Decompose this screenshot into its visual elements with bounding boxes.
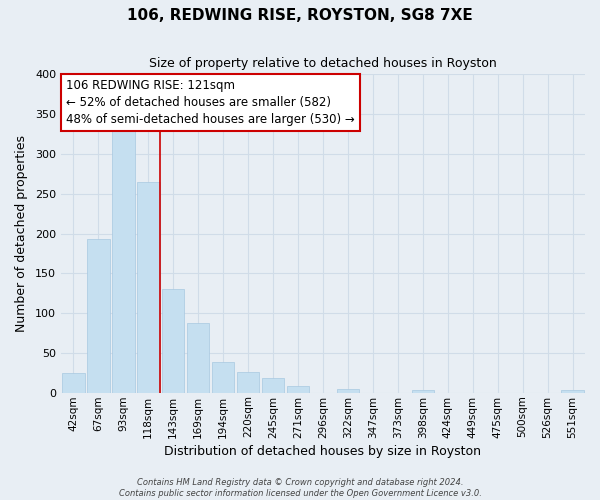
Bar bbox=[112, 130, 134, 392]
Bar bbox=[187, 324, 209, 392]
Bar bbox=[237, 372, 259, 392]
Bar bbox=[262, 378, 284, 392]
Bar bbox=[337, 388, 359, 392]
Bar bbox=[62, 373, 85, 392]
Bar bbox=[561, 390, 584, 392]
Text: 106 REDWING RISE: 121sqm
← 52% of detached houses are smaller (582)
48% of semi-: 106 REDWING RISE: 121sqm ← 52% of detach… bbox=[66, 79, 355, 126]
X-axis label: Distribution of detached houses by size in Royston: Distribution of detached houses by size … bbox=[164, 444, 481, 458]
Bar bbox=[137, 182, 160, 392]
Title: Size of property relative to detached houses in Royston: Size of property relative to detached ho… bbox=[149, 58, 497, 70]
Text: Contains HM Land Registry data © Crown copyright and database right 2024.
Contai: Contains HM Land Registry data © Crown c… bbox=[119, 478, 481, 498]
Text: 106, REDWING RISE, ROYSTON, SG8 7XE: 106, REDWING RISE, ROYSTON, SG8 7XE bbox=[127, 8, 473, 22]
Bar bbox=[212, 362, 235, 392]
Bar bbox=[287, 386, 309, 392]
Y-axis label: Number of detached properties: Number of detached properties bbox=[15, 135, 28, 332]
Bar bbox=[87, 239, 110, 392]
Bar bbox=[162, 289, 184, 393]
Bar bbox=[412, 390, 434, 392]
